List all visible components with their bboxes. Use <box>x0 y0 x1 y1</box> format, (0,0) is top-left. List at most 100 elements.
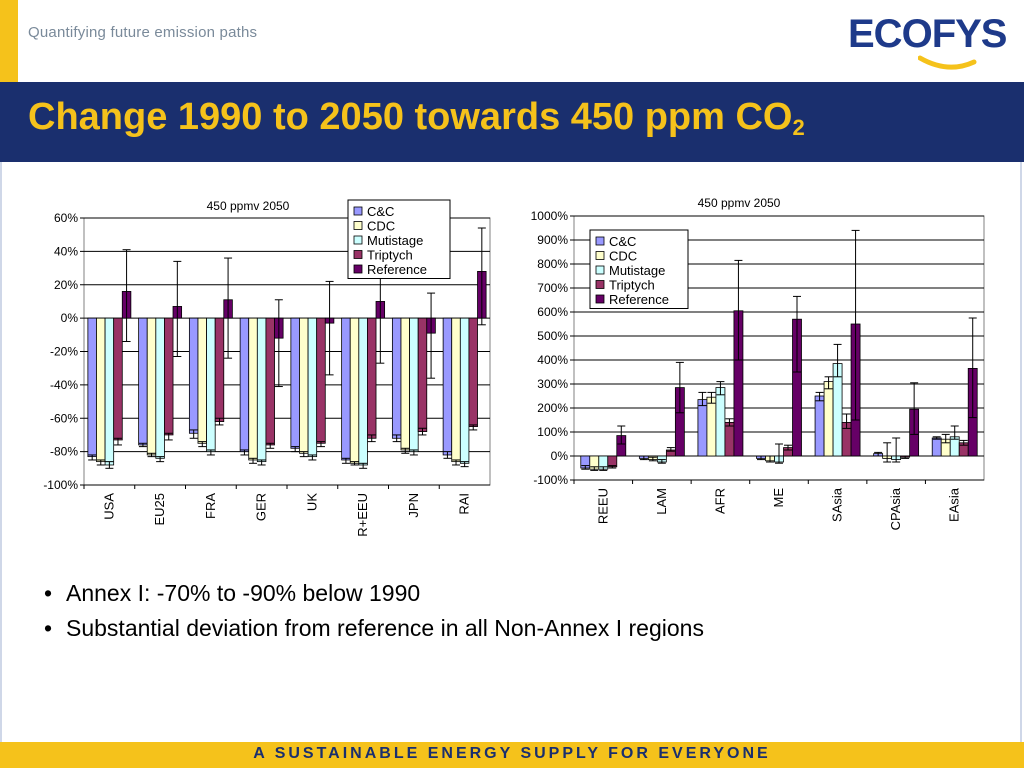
x-category-label: GER <box>254 493 269 521</box>
bar-cc <box>814 395 825 457</box>
bar-cdc <box>349 317 360 464</box>
bar-cc <box>290 317 300 449</box>
bar-mutistage <box>358 317 368 466</box>
x-category-label: EAsia <box>947 487 962 522</box>
legend-label: C&C <box>367 204 394 219</box>
ecofys-logo: ECOFYS <box>848 12 1007 74</box>
bar-triptych <box>265 317 275 446</box>
y-tick-label: -100% <box>533 473 568 487</box>
y-tick-label: 0% <box>551 449 569 463</box>
bar-cc <box>442 317 453 456</box>
bar-mutistage <box>206 317 216 453</box>
y-tick-label: 500% <box>537 329 568 343</box>
legend-label: CDC <box>367 219 395 234</box>
bar-mutistage <box>409 317 419 453</box>
title-band: Change 1990 to 2050 towards 450 ppm CO2 <box>0 82 1024 162</box>
x-category-label: AFR <box>712 488 727 514</box>
y-tick-label: 0% <box>61 311 79 325</box>
y-tick-label: 800% <box>537 257 568 271</box>
y-tick-label: 20% <box>54 278 78 292</box>
bar-cdc <box>299 317 309 454</box>
legend-box <box>589 229 689 309</box>
footer-band: A SUSTAINABLE ENERGY SUPPLY FOR EVERYONE <box>0 742 1024 768</box>
legend-swatch <box>353 235 363 245</box>
bar-cc <box>931 437 942 457</box>
bar-triptych <box>468 317 478 427</box>
bar-cc <box>138 317 148 446</box>
x-category-label: EU25 <box>152 493 167 526</box>
bar-cc <box>341 317 351 461</box>
x-category-label: R+EEU <box>355 493 370 537</box>
bar-cdc <box>400 317 410 451</box>
logo-wordmark: ECOFYS <box>848 12 1007 56</box>
bar-mutistage <box>307 317 318 458</box>
legend-swatch <box>353 206 363 216</box>
x-category-label: ME <box>771 488 786 508</box>
legend-swatch <box>353 264 363 274</box>
bar-mutistage <box>715 387 726 457</box>
bar-cdc <box>96 317 106 463</box>
bar-cc <box>87 317 97 458</box>
bar-cc <box>188 317 199 434</box>
bar-cdc <box>248 317 258 461</box>
y-tick-label: -40% <box>50 378 78 392</box>
y-tick-label: 900% <box>537 233 568 247</box>
chart-title: 450 ppmv 2050 <box>698 196 781 210</box>
bar-cdc <box>146 317 157 456</box>
legend-label: Mutistage <box>367 233 423 248</box>
legend-swatch <box>595 280 605 289</box>
bar-cdc <box>823 381 834 457</box>
bar-cc <box>391 317 402 439</box>
legend-label: C&C <box>609 234 636 249</box>
y-tick-label: 100% <box>537 425 568 439</box>
bar-cc <box>697 399 708 457</box>
legend-swatch <box>353 250 363 259</box>
bar-triptych <box>164 317 174 436</box>
chart-annex1: -100% -80% -60% -40% -20% 0% 20% 40% 60% USA EU25 F… <box>43 199 491 537</box>
chart-title: 450 ppmv 2050 <box>207 199 290 213</box>
bar-mutistage <box>155 317 165 459</box>
legend-label: Triptych <box>609 278 655 293</box>
bar-mutistage <box>256 317 267 463</box>
bullet-item: • Annex I: -70% to -90% below 1990 <box>44 580 421 606</box>
chart-non-annex1: -100% 0% 100% 200% 300% 400% 500% 600% 700% 800% 9… <box>531 196 985 530</box>
x-category-label: RAI <box>457 493 472 515</box>
bullet-list: • Annex I: -70% to -90% below 1990 • Subst… <box>42 580 704 650</box>
y-tick-label: 60% <box>54 211 78 225</box>
x-category-label: CPAsia <box>888 487 903 530</box>
bar-mutistage <box>104 317 115 466</box>
y-tick-label: -80% <box>50 445 78 459</box>
legend-swatch <box>353 221 363 230</box>
x-category-label: REEU <box>595 488 610 524</box>
legend-box <box>347 199 451 279</box>
x-category-label: UK <box>304 493 319 511</box>
bar-mutistage <box>459 317 470 464</box>
footer-tagline: A SUSTAINABLE ENERGY SUPPLY FOR EVERYONE <box>253 745 771 762</box>
y-tick-label: -60% <box>50 411 78 425</box>
y-tick-label: -20% <box>50 345 78 359</box>
bar-triptych <box>367 317 377 439</box>
logo-swoosh-icon <box>918 55 977 70</box>
content-frame <box>0 162 1022 742</box>
bar-triptych <box>417 317 428 432</box>
y-tick-label: 300% <box>537 377 568 391</box>
legend-swatch <box>595 265 605 275</box>
bar-triptych <box>724 421 735 457</box>
bar-cc <box>239 317 250 453</box>
y-tick-label: 200% <box>537 401 568 415</box>
bar-triptych <box>214 317 225 422</box>
legend-swatch <box>595 251 605 260</box>
bullet-item: • Substantial deviation from reference in… <box>44 615 704 641</box>
legend-swatch <box>595 236 605 246</box>
y-tick-label: 400% <box>537 353 568 367</box>
slide-title: Change 1990 to 2050 towards 450 ppm CO2 <box>28 96 805 140</box>
bar-cdc <box>706 396 717 457</box>
bar-mutistage <box>832 363 843 457</box>
y-tick-label: 1000% <box>531 209 569 223</box>
legend-label: Triptych <box>367 248 413 263</box>
x-category-label: USA <box>101 493 116 520</box>
y-tick-label: -100% <box>43 478 78 492</box>
legend-label: Reference <box>367 262 427 277</box>
y-tick-label: 700% <box>537 281 568 295</box>
y-tick-label: 40% <box>54 244 78 258</box>
